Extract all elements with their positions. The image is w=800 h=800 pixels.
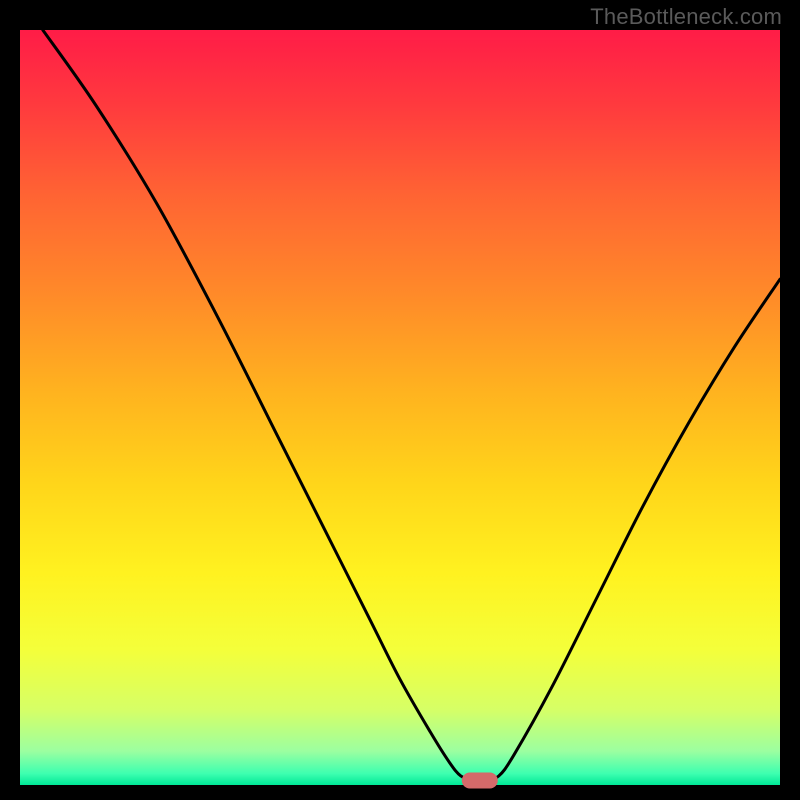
chart-container: TheBottleneck.com (0, 0, 800, 800)
gradient-background (20, 30, 780, 785)
bottleneck-chart (0, 0, 800, 800)
optimal-marker (462, 772, 498, 788)
